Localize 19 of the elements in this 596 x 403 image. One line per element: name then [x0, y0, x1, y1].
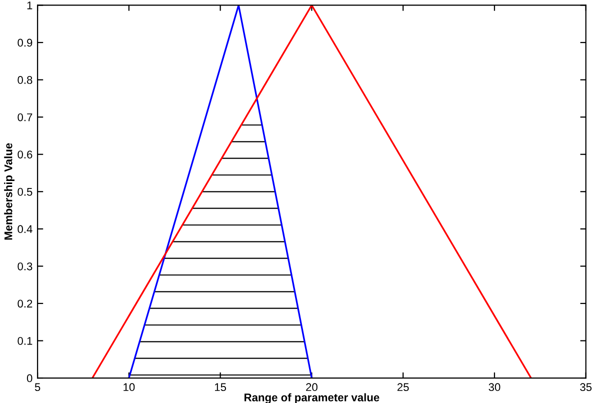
y-tick-label: 0.4 — [18, 225, 32, 234]
y-tick-label: 0.8 — [18, 76, 32, 84]
y-tick-label: 0.9 — [18, 38, 32, 47]
x-tick-label: 15 — [214, 383, 226, 392]
x-tick-label: 30 — [488, 383, 500, 392]
y-tick-label: 0.3 — [18, 262, 32, 270]
y-axis-title: Membership Value — [4, 143, 14, 240]
y-tick-label: 1 — [27, 2, 32, 10]
y-tick-label: 0.6 — [18, 150, 32, 158]
x-tick-label: 10 — [124, 383, 135, 392]
x-tick-label: 35 — [580, 383, 592, 392]
y-tick-label: 0 — [26, 374, 32, 382]
x-tick-label: 5 — [34, 383, 40, 392]
y-tick-label: 0.2 — [18, 300, 32, 308]
x-tick-label: 25 — [397, 383, 409, 392]
y-tick-label: 0.7 — [18, 113, 32, 122]
x-tick-label: 20 — [306, 383, 318, 392]
y-tick-label: 0.1 — [18, 337, 32, 345]
y-tick-label: 0.5 — [18, 188, 32, 196]
